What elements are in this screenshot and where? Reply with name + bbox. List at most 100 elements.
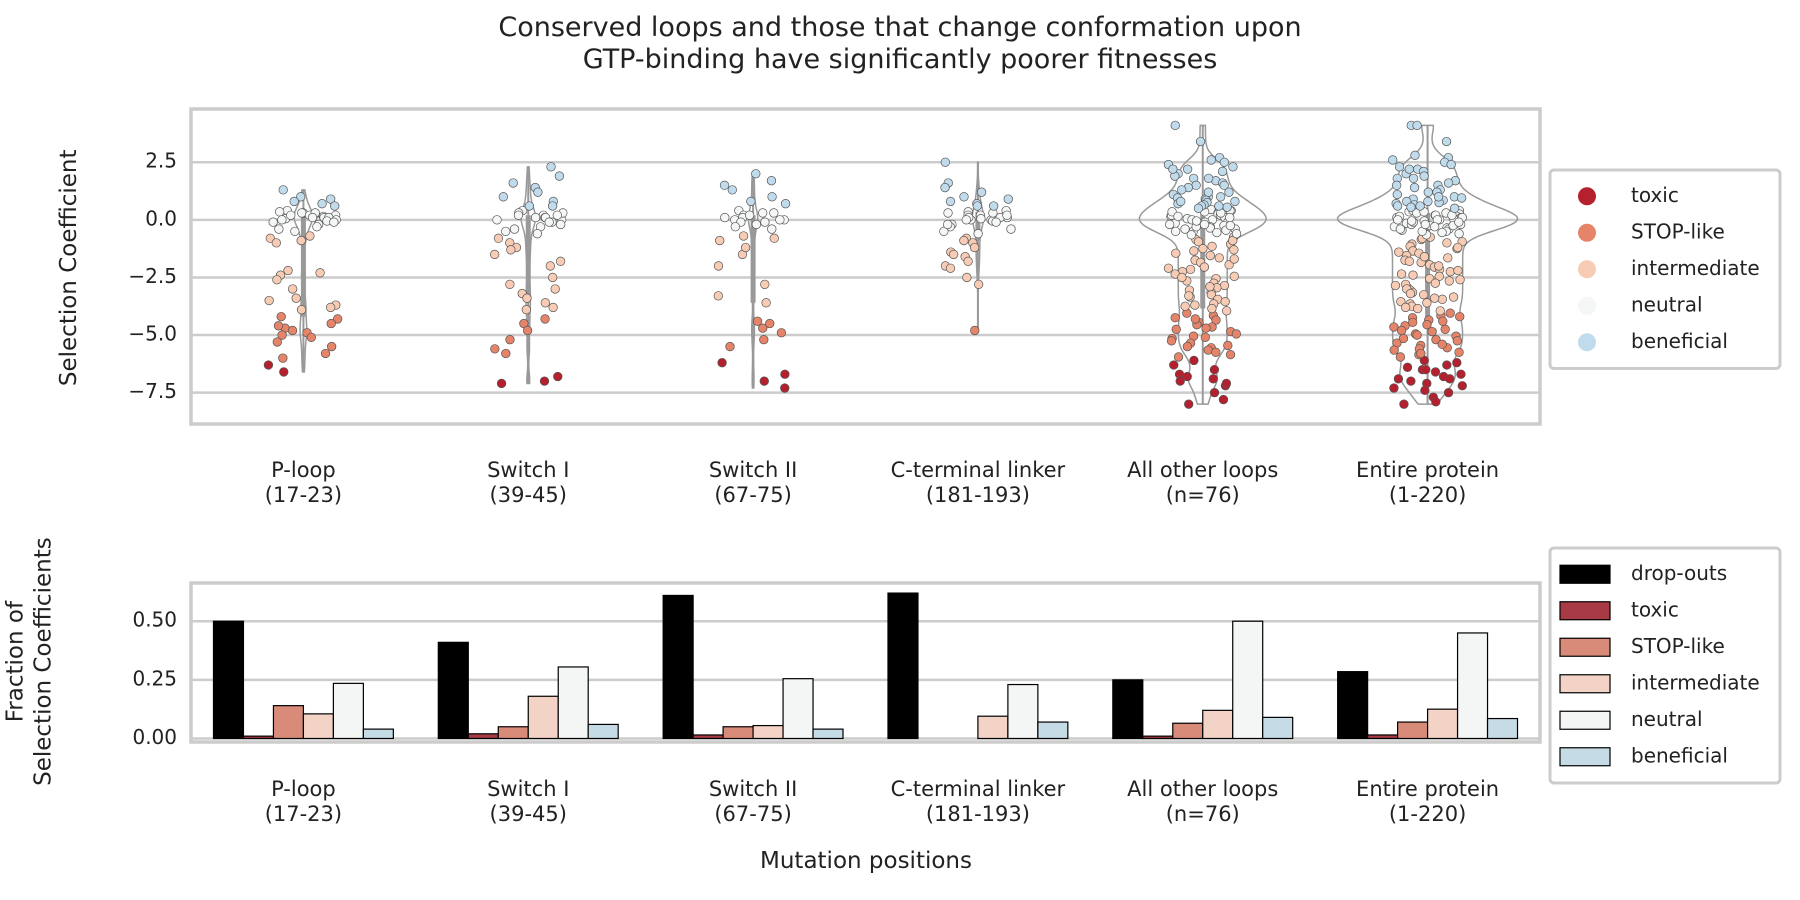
legend-marker xyxy=(1578,260,1596,279)
point xyxy=(776,328,787,338)
point xyxy=(272,337,282,347)
point xyxy=(1221,378,1232,389)
bar xyxy=(782,678,814,740)
point xyxy=(1389,383,1399,393)
point xyxy=(492,215,502,225)
point xyxy=(1393,215,1403,225)
point xyxy=(1191,216,1202,226)
point xyxy=(1410,150,1420,160)
x-tick-label: Entire protein (1-220) xyxy=(1356,458,1500,508)
point xyxy=(530,212,541,223)
point xyxy=(1408,173,1419,184)
point xyxy=(945,263,956,273)
point xyxy=(1452,336,1462,346)
point xyxy=(767,224,777,234)
point xyxy=(780,369,790,379)
point xyxy=(1222,306,1232,316)
x-tick-label: Switch I (39-45) xyxy=(487,777,570,827)
point xyxy=(1388,155,1398,165)
point xyxy=(1400,302,1411,313)
chart-title: Conserved loops and those that change co… xyxy=(498,12,1302,76)
point xyxy=(501,348,511,359)
point xyxy=(540,298,550,308)
point xyxy=(1218,394,1229,405)
point xyxy=(746,196,756,207)
point xyxy=(1203,173,1214,184)
y-axis-label: Fraction of Selection Coefficients xyxy=(2,537,56,786)
point xyxy=(1408,317,1418,328)
point xyxy=(1419,290,1429,300)
point xyxy=(767,192,777,202)
point xyxy=(490,249,500,260)
point xyxy=(720,212,730,223)
point xyxy=(1229,271,1239,281)
point xyxy=(1175,376,1185,386)
point xyxy=(546,162,556,172)
point xyxy=(719,180,730,190)
point xyxy=(1406,376,1416,386)
point xyxy=(1389,322,1399,332)
point xyxy=(1438,316,1448,326)
point xyxy=(548,272,558,283)
point xyxy=(263,360,274,370)
point xyxy=(1429,293,1440,303)
point xyxy=(296,235,306,246)
point xyxy=(522,293,532,303)
point xyxy=(1180,301,1190,311)
point xyxy=(1002,210,1012,220)
point xyxy=(1453,242,1463,253)
point xyxy=(1170,120,1180,131)
point xyxy=(1216,192,1226,202)
point xyxy=(1201,323,1211,333)
point xyxy=(1443,388,1454,398)
point xyxy=(524,201,535,211)
point xyxy=(1434,261,1444,271)
bar xyxy=(722,726,754,740)
point xyxy=(1219,157,1230,167)
point xyxy=(1437,339,1447,349)
point xyxy=(765,318,775,329)
point xyxy=(271,238,281,248)
point xyxy=(306,332,316,343)
point xyxy=(1419,252,1430,262)
point xyxy=(1190,314,1200,324)
point xyxy=(1224,187,1234,197)
point xyxy=(1225,212,1235,223)
legend-marker xyxy=(1559,710,1611,730)
legend-marker xyxy=(1559,564,1611,584)
point xyxy=(1195,136,1206,147)
point xyxy=(1420,385,1430,396)
bar xyxy=(1426,708,1459,740)
point xyxy=(1455,275,1465,285)
point xyxy=(553,371,563,382)
bar xyxy=(302,713,334,740)
y-tick-label: 2.5 xyxy=(145,149,177,173)
legend-label: neutral xyxy=(1631,292,1703,316)
point xyxy=(1399,399,1409,409)
point xyxy=(1449,203,1460,213)
x-tick-label: C-terminal linker (181-193) xyxy=(890,777,1066,827)
point xyxy=(289,196,299,207)
point xyxy=(333,314,343,324)
bar xyxy=(272,705,305,740)
point xyxy=(1206,155,1216,165)
y-tick-label: −5.0 xyxy=(128,322,177,346)
point xyxy=(1448,292,1459,302)
point xyxy=(1393,374,1404,384)
point xyxy=(1454,347,1464,357)
point xyxy=(1205,250,1215,261)
point xyxy=(1176,196,1186,207)
bar xyxy=(1202,709,1234,740)
point xyxy=(490,344,500,354)
point xyxy=(1184,291,1194,301)
point xyxy=(1205,282,1215,292)
point xyxy=(1440,324,1450,334)
point xyxy=(1185,264,1196,275)
point xyxy=(1003,194,1013,204)
x-tick-label: Switch II (67-75) xyxy=(708,458,798,508)
x-tick-label: Entire protein (1-220) xyxy=(1356,777,1500,827)
bar xyxy=(1172,722,1204,740)
point xyxy=(274,224,284,234)
point xyxy=(291,293,301,303)
